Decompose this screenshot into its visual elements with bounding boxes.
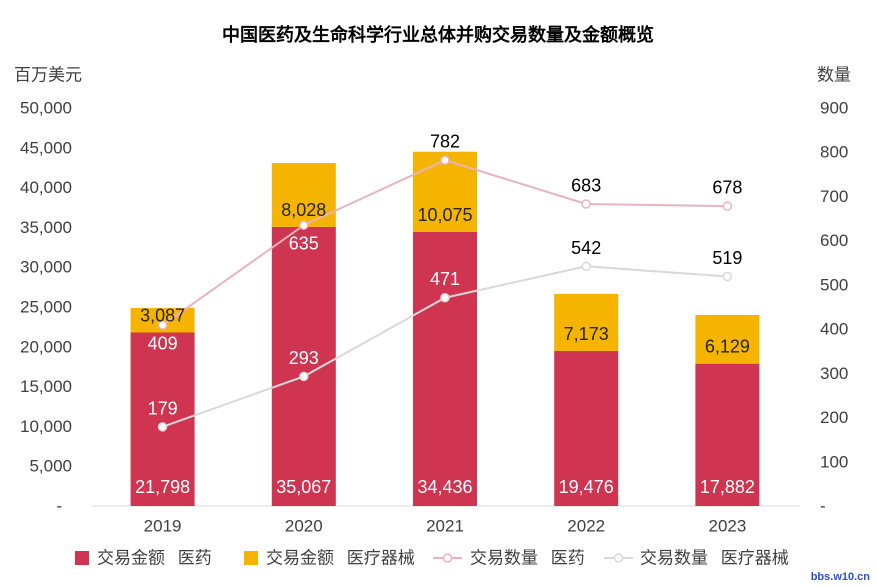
y-left-tick-label: 15,000: [20, 377, 72, 396]
legend-marker-device-count: [613, 553, 624, 563]
y-right-tick-label: 200: [820, 408, 848, 427]
y-right-tick-label: 100: [820, 452, 848, 471]
bar-label-pharma-amount-2020: 35,067: [276, 477, 331, 497]
line-label-pharma-count-2023: 678: [712, 178, 742, 198]
watermark: bbs.w10.cn: [811, 571, 871, 583]
marker-pharma-count-2023: [722, 201, 733, 211]
x-tick-label: 2020: [285, 517, 323, 536]
y-left-tick-label: 5,000: [29, 457, 72, 476]
bar-label-pharma-amount-2019: 21,798: [135, 477, 190, 497]
line-label-device-count-2021: 471: [430, 269, 460, 289]
line-label-device-count-2023: 519: [712, 248, 742, 268]
marker-device-count-2021: [440, 292, 450, 303]
legend-label-device-count: 交易数量 医疗器械: [640, 549, 789, 568]
y-left-tick-label: 50,000: [20, 99, 72, 118]
legend-item-device-amount: 交易金额 医疗器械: [244, 549, 415, 568]
legend-item-pharma-amount: 交易金额 医药: [75, 549, 212, 568]
bar-label-device-amount-2021: 10,075: [417, 205, 472, 225]
bar-label-device-amount-2022: 7,173: [564, 324, 609, 344]
y-right-tick-label: 500: [820, 275, 848, 294]
legend-marker-pharma-count: [442, 553, 453, 563]
marker-device-count-2019: [157, 422, 168, 432]
y-right-tick-label: 700: [820, 187, 848, 206]
bar-label-device-amount-2023: 6,129: [705, 337, 750, 357]
legend-swatch-pharma-amount: [75, 551, 89, 565]
bar-label-device-amount-2019: 3,087: [140, 305, 185, 325]
line-label-device-count-2019: 179: [148, 398, 178, 418]
y-right-tick-label: 800: [820, 143, 848, 162]
legend-swatch-device-amount: [244, 551, 258, 565]
marker-pharma-count-2021: [440, 155, 450, 165]
y-right-tick-label: -: [820, 497, 826, 516]
line-label-pharma-count-2019: 409: [148, 334, 178, 354]
x-tick-label: 2021: [426, 517, 464, 536]
marker-device-count-2020: [299, 371, 309, 382]
legend-label-pharma-amount: 交易金额 医药: [97, 549, 212, 568]
x-tick-labels: 2019 2020 2021 2022 2023: [144, 517, 747, 536]
line-label-pharma-count-2021: 782: [430, 132, 460, 152]
y-left-tick-label: 45,000: [20, 138, 72, 157]
y-right-tick-label: 400: [820, 320, 848, 339]
data-labels-group: 21,798 3,087 35,067 8,028 34,436 10,075 19,476…: [135, 132, 755, 497]
line-label-pharma-count-2020: 635: [289, 234, 319, 254]
bar-label-pharma-amount-2021: 34,436: [417, 477, 472, 497]
y-right-axis-title: 数量: [817, 66, 851, 85]
bar-pharma-amount-2020: [271, 226, 336, 506]
bar-pharma-amount-2022: [554, 350, 619, 506]
bar-pharma-amount-2021: [413, 231, 477, 506]
y-left-tick-label: 10,000: [20, 417, 72, 436]
y-left-tick-label: 35,000: [20, 218, 72, 237]
bar-pharma-amount-2023: [695, 363, 760, 506]
x-tick-label: 2023: [708, 517, 746, 536]
y-left-tick-label: 40,000: [20, 178, 72, 197]
bar-device-amount-2022: [554, 293, 619, 351]
y-left-tick-label: -: [56, 497, 62, 516]
y-right-tick-label: 300: [820, 364, 848, 383]
legend-label-pharma-count: 交易数量 医药: [470, 549, 585, 568]
y-right-tick-label: 900: [820, 99, 848, 118]
bar-label-device-amount-2020: 8,028: [281, 200, 326, 220]
x-tick-label: 2019: [144, 517, 182, 536]
legend-item-pharma-count: 交易数量 医药: [433, 549, 585, 568]
legend-item-device-count: 交易数量 医疗器械: [604, 549, 789, 568]
x-tick-label: 2022: [567, 517, 605, 536]
line-series-group: [157, 155, 733, 432]
marker-device-count-2023: [722, 271, 733, 282]
y-left-tick-label: 20,000: [20, 337, 72, 356]
line-label-pharma-count-2022: 683: [571, 175, 601, 195]
y-left-tick-label: 25,000: [20, 298, 72, 317]
bar-label-pharma-amount-2023: 17,882: [700, 477, 755, 497]
marker-device-count-2022: [581, 261, 591, 272]
line-label-device-count-2022: 542: [571, 238, 601, 258]
chart-title: 中国医药及生命科学行业总体并购交易数量及金额概览: [222, 24, 654, 45]
y-right-tick-labels: - 100 200 300 400 500 600 700 800 900: [820, 99, 848, 516]
marker-pharma-count-2019: [157, 320, 168, 330]
y-left-tick-label: 30,000: [20, 258, 72, 277]
y-left-tick-labels: - 5,000 10,000 15,000 20,000 25,000 30,000 35,0…: [20, 99, 72, 516]
bar-label-pharma-amount-2022: 19,476: [559, 477, 614, 497]
y-left-axis-title: 百万美元: [14, 66, 82, 85]
marker-pharma-count-2022: [581, 199, 591, 209]
legend: 交易金额 医药 交易金额 医疗器械 交易数量 医药 交易数量 医疗器械: [75, 549, 789, 568]
bar-device-amount-2023: [695, 314, 760, 364]
bar-device-amount-2021: [413, 151, 477, 232]
marker-pharma-count-2020: [299, 220, 309, 230]
bar-series-group: [130, 151, 760, 506]
legend-label-device-amount: 交易金额 医疗器械: [266, 549, 415, 568]
y-right-tick-label: 600: [820, 231, 848, 250]
line-label-device-count-2020: 293: [289, 348, 319, 368]
